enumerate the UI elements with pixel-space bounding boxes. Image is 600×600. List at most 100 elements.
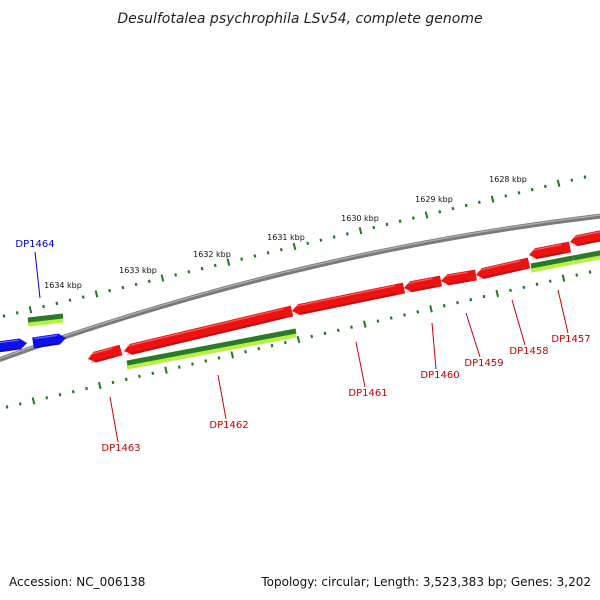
cds-bar-dp1462 bbox=[126, 328, 297, 370]
scale-ticks-inner bbox=[5, 270, 592, 409]
genome-backbone-highlight bbox=[0, 214, 600, 360]
major-tick bbox=[556, 179, 561, 187]
minor-tick bbox=[187, 270, 191, 274]
minor-tick bbox=[438, 210, 442, 214]
scale-label: 1632 kbp bbox=[193, 250, 231, 259]
minor-tick bbox=[376, 319, 380, 323]
minor-tick bbox=[456, 300, 459, 305]
minor-tick bbox=[504, 194, 508, 198]
major-tick bbox=[429, 305, 433, 313]
minor-tick bbox=[111, 380, 115, 385]
minor-tick bbox=[548, 279, 552, 283]
minor-tick bbox=[350, 325, 353, 329]
gene-label-dp1463: DP1463 bbox=[101, 443, 140, 454]
minor-tick bbox=[482, 294, 486, 299]
minor-tick bbox=[464, 203, 468, 208]
minor-tick bbox=[5, 405, 9, 409]
major-tick bbox=[362, 320, 367, 328]
minor-tick bbox=[583, 175, 587, 179]
scale-label: 1628 kbp bbox=[489, 175, 527, 184]
major-tick bbox=[358, 227, 363, 235]
minor-tick bbox=[509, 288, 512, 293]
minor-tick bbox=[217, 356, 221, 360]
accession-text: Accession: NC_006138 bbox=[9, 575, 145, 589]
major-tick bbox=[31, 397, 36, 405]
minor-tick bbox=[213, 263, 217, 268]
minor-tick bbox=[469, 297, 473, 302]
major-tick bbox=[424, 211, 429, 219]
minor-tick bbox=[177, 365, 181, 369]
minor-tick bbox=[522, 285, 526, 290]
minor-tick bbox=[543, 184, 547, 189]
minor-tick bbox=[45, 396, 49, 400]
minor-tick bbox=[244, 350, 247, 354]
gene-arrow-dp1457 bbox=[529, 241, 572, 261]
minor-tick bbox=[345, 232, 349, 236]
gene-label-dp1459: DP1459 bbox=[464, 358, 503, 369]
major-tick bbox=[296, 335, 301, 344]
minor-tick bbox=[575, 273, 579, 277]
gene-arrow-dp1458 bbox=[476, 257, 531, 280]
leader-line bbox=[465, 312, 481, 358]
minor-tick bbox=[270, 343, 274, 348]
minor-tick bbox=[151, 371, 155, 375]
minor-tick bbox=[147, 279, 151, 283]
leader-line bbox=[109, 396, 119, 443]
minor-tick bbox=[204, 359, 208, 363]
minor-tick bbox=[306, 241, 310, 246]
major-tick bbox=[561, 274, 566, 282]
minor-tick bbox=[517, 191, 521, 195]
gene-arrow-partial bbox=[570, 230, 600, 248]
minor-tick bbox=[257, 346, 261, 351]
minor-tick bbox=[442, 304, 446, 308]
minor-tick bbox=[55, 301, 59, 306]
minor-tick bbox=[403, 313, 406, 317]
leader-line bbox=[217, 374, 227, 420]
major-tick bbox=[292, 242, 297, 251]
minor-tick bbox=[336, 328, 340, 333]
major-tick bbox=[94, 290, 99, 298]
gene-label-dp1457: DP1457 bbox=[551, 334, 590, 345]
minor-tick bbox=[68, 298, 72, 302]
minor-tick bbox=[477, 200, 481, 204]
scale-label: 1629 kbp bbox=[415, 195, 453, 204]
major-tick bbox=[495, 289, 500, 298]
minor-tick bbox=[18, 402, 22, 406]
minor-tick bbox=[124, 377, 128, 382]
major-tick bbox=[230, 351, 235, 359]
gene-label-dp1458: DP1458 bbox=[509, 346, 548, 357]
minor-tick bbox=[134, 282, 138, 287]
minor-tick bbox=[253, 254, 257, 258]
cds-bar-dp1458 bbox=[530, 255, 574, 273]
minor-tick bbox=[42, 304, 46, 309]
minor-tick bbox=[319, 238, 323, 242]
gene-features bbox=[0, 230, 600, 370]
scale-label: 1631 kbp bbox=[267, 233, 305, 242]
leader-line bbox=[355, 341, 366, 388]
gene-arrow-dp1459 bbox=[441, 269, 477, 287]
map-title: Desulfotalea psychrophila LSv54, complet… bbox=[117, 11, 482, 27]
minor-tick bbox=[191, 362, 194, 366]
minor-tick bbox=[58, 393, 62, 397]
leader-line bbox=[511, 299, 526, 346]
gene-label-dp1464: DP1464 bbox=[15, 239, 54, 250]
major-tick bbox=[490, 195, 495, 203]
minor-tick bbox=[588, 270, 592, 274]
cds-bar-dp1464 bbox=[27, 313, 64, 327]
minor-tick bbox=[411, 216, 415, 220]
minor-tick bbox=[389, 316, 393, 320]
genome-backbone bbox=[0, 213, 600, 363]
scale-label: 1630 kbp bbox=[341, 214, 379, 223]
minor-tick bbox=[398, 219, 402, 223]
gene-label-dp1462: DP1462 bbox=[209, 420, 248, 431]
minor-tick bbox=[535, 282, 539, 286]
minor-tick bbox=[310, 334, 314, 339]
minor-tick bbox=[323, 331, 327, 336]
gene-arrow-dp1461 bbox=[292, 282, 406, 316]
minor-tick bbox=[121, 285, 125, 290]
scale-label: 1634 kbp bbox=[44, 281, 82, 290]
minor-tick bbox=[451, 206, 455, 211]
major-tick bbox=[226, 258, 231, 266]
minor-tick bbox=[332, 235, 336, 239]
